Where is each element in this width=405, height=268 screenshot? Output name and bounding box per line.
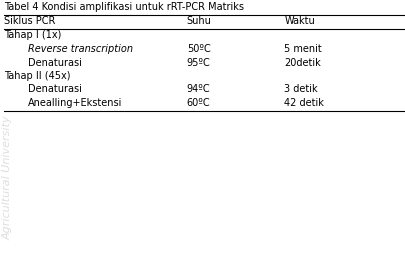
Text: 20detik: 20detik (284, 58, 320, 68)
Text: Tabel 4 Kondisi amplifikasi untuk rRT-PCR Matriks: Tabel 4 Kondisi amplifikasi untuk rRT-PC… (4, 2, 243, 12)
Text: Agricultural University: Agricultural University (3, 116, 13, 240)
Text: 42 detik: 42 detik (284, 98, 323, 108)
Text: 50ºC: 50ºC (186, 44, 210, 54)
Text: 95ºC: 95ºC (186, 58, 210, 68)
Text: Suhu: Suhu (186, 16, 211, 25)
Text: Anealling+Ekstensi: Anealling+Ekstensi (28, 98, 122, 108)
Text: Tahap I (1x): Tahap I (1x) (4, 31, 61, 40)
Text: 5 menit: 5 menit (284, 44, 321, 54)
Text: Tahap II (45x): Tahap II (45x) (4, 71, 70, 81)
Text: 94ºC: 94ºC (186, 84, 210, 95)
Text: Reverse transcription: Reverse transcription (28, 44, 133, 54)
Text: Waktu: Waktu (284, 16, 314, 25)
Text: Siklus PCR: Siklus PCR (4, 16, 55, 25)
Text: Denaturasi: Denaturasi (28, 84, 82, 95)
Text: 3 detik: 3 detik (284, 84, 317, 95)
Text: Denaturasi: Denaturasi (28, 58, 82, 68)
Text: 60ºC: 60ºC (186, 98, 210, 108)
